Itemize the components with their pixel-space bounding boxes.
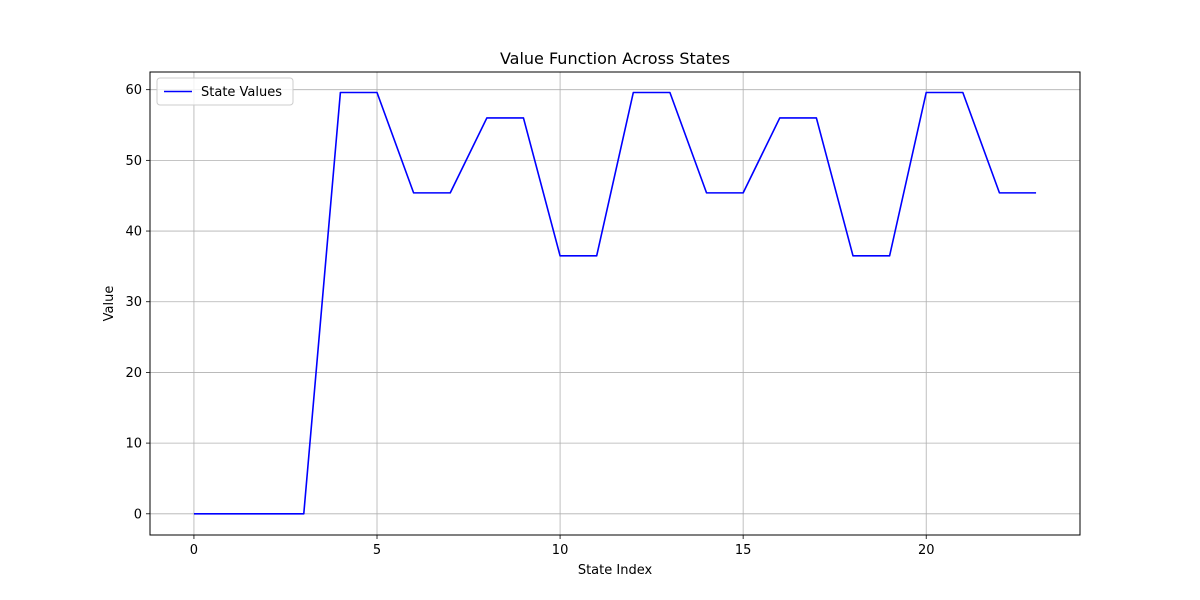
y-tick-label: 50 [125, 154, 142, 169]
y-tick-label: 0 [134, 507, 142, 522]
x-tick-label: 10 [552, 543, 569, 558]
x-tick-label: 15 [735, 543, 752, 558]
grid [150, 72, 1080, 535]
y-tick-label: 20 [125, 366, 142, 381]
x-tick-label: 0 [190, 543, 198, 558]
x-tick-label: 5 [373, 543, 381, 558]
y-tick-label: 40 [125, 225, 142, 240]
y-tick-label: 30 [125, 295, 142, 310]
y-axis-label: Value [102, 286, 117, 322]
y-tick-label: 60 [125, 83, 142, 98]
chart-title: Value Function Across States [500, 49, 730, 68]
x-tick-label: 20 [918, 543, 935, 558]
plot-frame [149, 71, 1081, 536]
series-line-state-values [193, 91, 1037, 515]
legend-box [156, 77, 294, 106]
x-axis-label: State Index [578, 563, 653, 578]
series-layer [193, 91, 1037, 515]
legend: State Values [156, 77, 294, 106]
y-tick-label: 10 [125, 437, 142, 452]
ticks: 0 5 10 15 20 0 10 20 30 40 50 60 [125, 83, 934, 558]
legend-label-state-values: State Values [201, 85, 282, 100]
